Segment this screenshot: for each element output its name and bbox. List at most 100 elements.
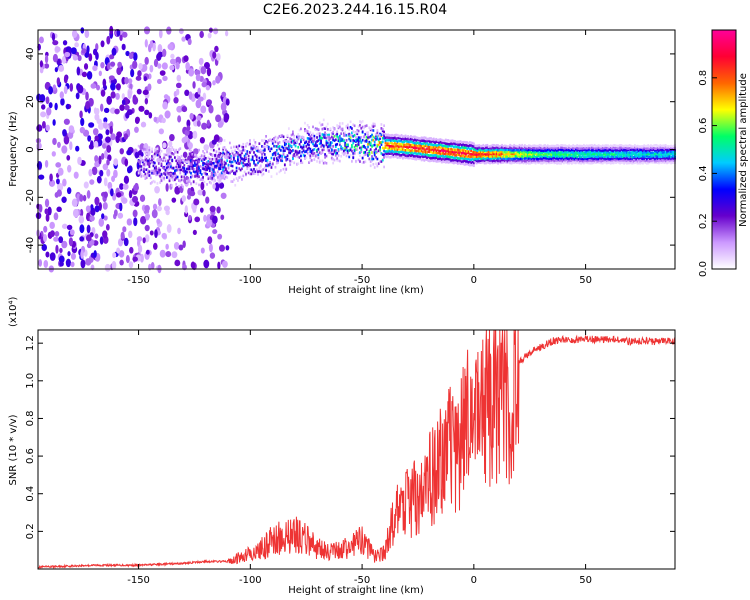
heatmap-cell	[466, 157, 469, 161]
heatmap-cell	[432, 149, 435, 152]
heatmap-cell	[495, 146, 498, 149]
heatmap-cell	[278, 170, 281, 174]
heatmap-cell	[208, 181, 211, 184]
heatmap-cell	[670, 157, 672, 160]
heatmap-cell	[554, 148, 557, 152]
heatmap-cell	[607, 154, 609, 158]
heatmap-cell	[328, 143, 331, 147]
heatmap-cell	[625, 146, 628, 150]
heatmap-cell	[420, 142, 423, 146]
heatmap-cell	[536, 154, 538, 158]
heatmap-cell	[302, 144, 305, 147]
heatmap-cell	[632, 159, 635, 163]
heatmap-cell	[572, 152, 575, 156]
heatmap-cell	[592, 146, 595, 149]
heatmap-cell	[601, 153, 604, 157]
heatmap-cell	[435, 145, 438, 149]
heatmap-cell	[368, 136, 371, 139]
heatmap-cell	[569, 154, 572, 158]
heatmap-cell	[528, 146, 530, 149]
heatmap-cell	[329, 141, 332, 144]
heatmap-cell	[428, 156, 431, 160]
heatmap-cell	[600, 155, 603, 158]
heatmap-cell	[646, 149, 648, 152]
heatmap-cell	[619, 161, 622, 165]
heatmap-cell	[467, 144, 470, 148]
heatmap-cell	[490, 161, 493, 164]
heatmap-cell	[419, 157, 422, 161]
heatmap-cell	[384, 139, 387, 142]
heatmap-cell	[203, 180, 206, 184]
heatmap-cell	[153, 155, 156, 158]
heatmap-cell	[168, 152, 171, 156]
heatmap-cell	[604, 157, 607, 161]
heatmap-cell	[235, 154, 238, 157]
heatmap-cell	[513, 146, 516, 149]
heatmap-cell	[497, 153, 499, 156]
heatmap-cell	[454, 142, 457, 146]
heatmap-cell	[568, 144, 571, 147]
heatmap-cell	[596, 149, 599, 153]
heatmap-cell	[558, 145, 561, 148]
heatmap-cell	[139, 162, 141, 166]
heatmap-cell	[274, 140, 277, 144]
heatmap-cell	[415, 139, 418, 142]
heatmap-cell	[560, 153, 563, 157]
heatmap-cell	[300, 154, 302, 158]
heatmap-cell	[495, 160, 498, 164]
heatmap-cell	[230, 146, 233, 150]
heatmap-cell	[603, 144, 605, 148]
heatmap-cell	[560, 157, 563, 160]
heatmap-cell	[670, 150, 672, 154]
heatmap-cell	[312, 152, 314, 156]
heatmap-cell	[148, 165, 151, 168]
heatmap-cell	[431, 158, 434, 162]
heatmap-cell	[628, 157, 631, 161]
heatmap-cell	[522, 159, 525, 162]
heatmap-cell	[491, 148, 494, 152]
heatmap-cell	[211, 139, 217, 145]
heatmap-cell	[431, 148, 434, 151]
heatmap-cell	[666, 158, 668, 162]
heatmap-cell	[116, 67, 122, 76]
heatmap-cell	[125, 255, 130, 264]
heatmap-cell	[130, 68, 135, 78]
heatmap-cell	[526, 153, 529, 156]
heatmap-cell	[580, 152, 583, 156]
heatmap-cell	[336, 142, 339, 146]
heatmap-cell	[317, 132, 320, 135]
heatmap-cell	[176, 175, 179, 179]
heatmap-cell	[411, 140, 414, 144]
heatmap-cell	[414, 157, 416, 161]
heatmap-cell	[198, 167, 200, 171]
heatmap-cell	[212, 183, 216, 190]
heatmap-cell	[173, 151, 176, 154]
heatmap-cell	[160, 149, 163, 153]
heatmap-cell	[654, 149, 656, 152]
heatmap-cell	[212, 180, 215, 183]
heatmap-cell	[124, 104, 130, 111]
heatmap-cell	[650, 153, 652, 156]
heatmap-cell	[399, 139, 402, 143]
heatmap-cell	[515, 151, 518, 155]
heatmap-cell	[204, 146, 207, 149]
heatmap-cell	[660, 161, 663, 164]
heatmap-cell	[540, 144, 542, 148]
heatmap-cell	[436, 148, 439, 152]
heatmap-cell	[377, 143, 380, 147]
heatmap-cell	[403, 150, 406, 154]
heatmap-cell	[222, 146, 225, 150]
heatmap-cell	[328, 135, 331, 139]
heatmap-cell	[478, 156, 481, 160]
heatmap-cell	[278, 153, 281, 157]
heatmap-cell	[450, 155, 453, 159]
heatmap-cell	[294, 139, 297, 142]
heatmap-cell	[455, 145, 458, 149]
heatmap-cell	[156, 172, 159, 176]
heatmap-cell	[481, 150, 483, 153]
heatmap-cell	[250, 172, 253, 176]
heatmap-cell	[466, 155, 469, 159]
heatmap-cell	[179, 179, 182, 183]
heatmap-cell	[644, 153, 647, 156]
heatmap-cell	[231, 149, 234, 153]
